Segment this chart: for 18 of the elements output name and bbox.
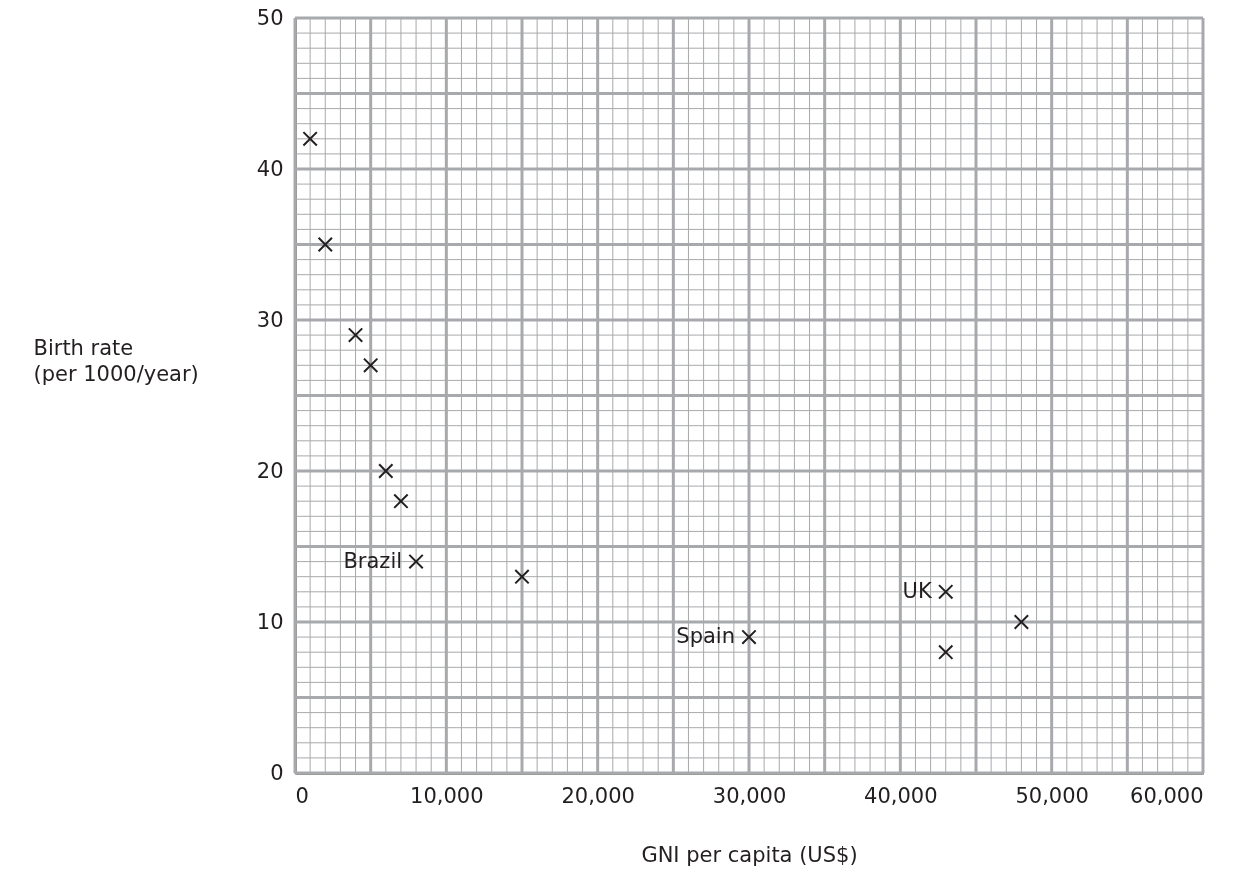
- y-axis-title: Birth rate (per 1000/year): [33, 335, 199, 386]
- x-tick-label: 60,000: [1130, 783, 1204, 808]
- x-tick-label: 40,000: [864, 783, 938, 808]
- x-tick-label: 30,000: [712, 783, 787, 808]
- x-tick-label: 50,000: [1015, 783, 1089, 808]
- annotation: UK: [902, 578, 933, 603]
- annotation: Brazil: [343, 548, 403, 573]
- x-axis-title: GNI per capita (US$): [641, 842, 858, 867]
- x-tick-label: 20,000: [561, 783, 635, 808]
- y-tick-label: 40: [256, 156, 284, 181]
- y-tick-label: 20: [256, 458, 284, 483]
- y-tick-label: 10: [256, 609, 284, 634]
- annotation: Spain: [676, 624, 735, 649]
- y-tick-label: 50: [256, 5, 284, 30]
- x-tick-label: 0: [295, 783, 309, 808]
- y-tick-label: 30: [256, 307, 284, 332]
- y-tick-label: 0: [270, 760, 284, 785]
- x-tick-label: 10,000: [410, 783, 484, 808]
